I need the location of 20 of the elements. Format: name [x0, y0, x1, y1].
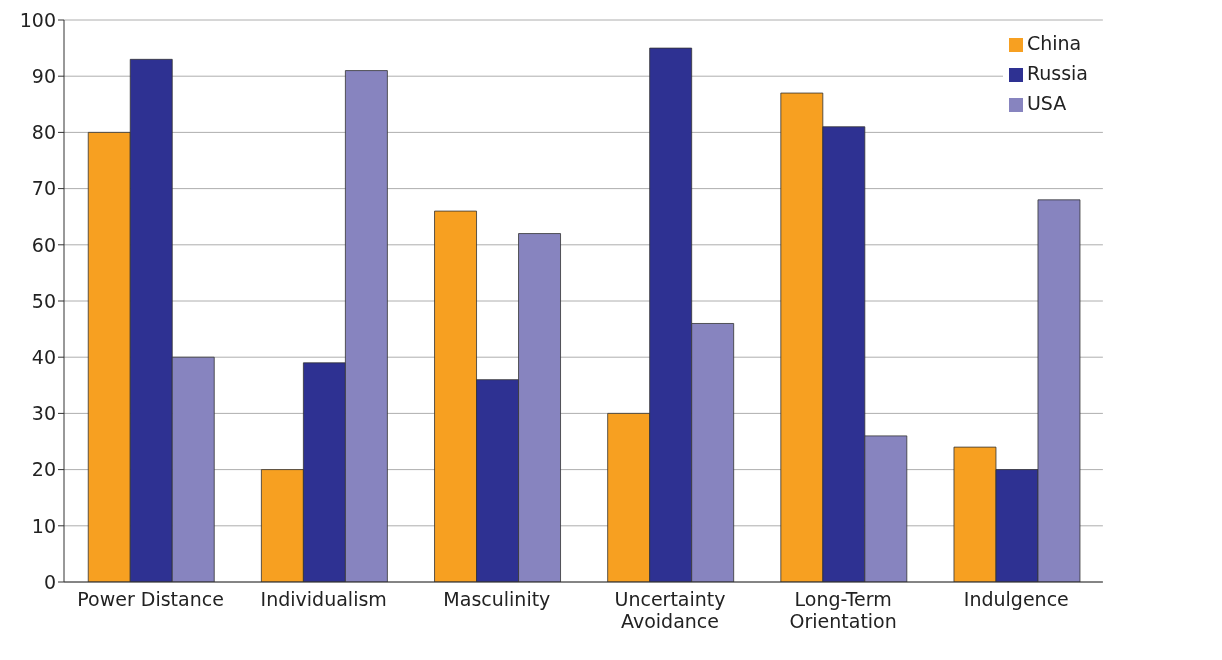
y-tick-label: 100: [19, 8, 56, 31]
y-tick-label: 70: [31, 177, 56, 200]
x-tick-label: Long-Term Orientation: [789, 588, 897, 632]
legend-label: USA: [1026, 92, 1067, 114]
x-tick-label: Indulgence: [963, 588, 1069, 610]
legend-label: China: [1026, 32, 1082, 54]
x-tick-label: Power Distance: [77, 588, 224, 610]
x-tick-label: Individualism: [260, 588, 387, 610]
x-tick-label: Masculinity: [443, 588, 551, 610]
y-tick-label: 60: [31, 233, 56, 256]
legend-label: Russia: [1026, 62, 1088, 84]
y-tick-label: 50: [31, 289, 56, 312]
y-tick-label: 40: [31, 345, 56, 368]
y-tick-label: 0: [43, 570, 56, 593]
y-tick-label: 10: [31, 514, 56, 537]
y-tick-label: 90: [31, 64, 56, 87]
x-tick-label: Uncertainty Avoidance: [614, 588, 726, 632]
y-tick-label: 20: [31, 458, 56, 481]
y-tick-label: 80: [31, 121, 56, 144]
y-tick-label: 30: [31, 402, 56, 425]
